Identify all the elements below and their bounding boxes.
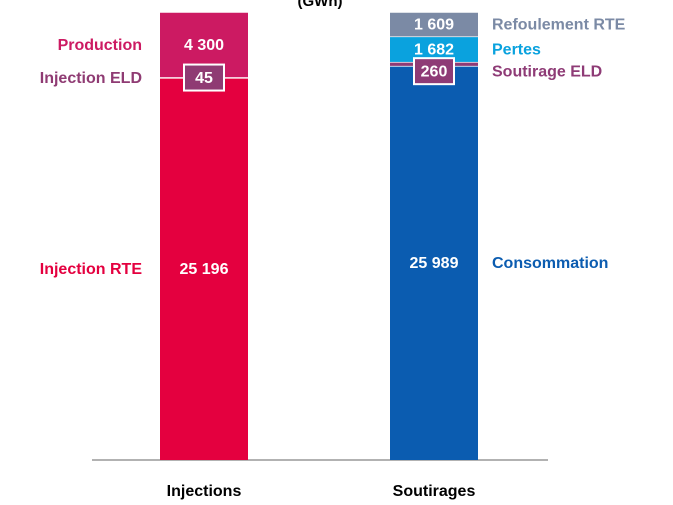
series-label: Production [58, 37, 142, 54]
value-label: 25 196 [180, 261, 229, 278]
series-label: Refoulement RTE [492, 16, 626, 33]
value-label: 1 682 [414, 41, 454, 58]
bar-segment [160, 77, 248, 461]
series-label: Soutirage ELD [492, 63, 602, 80]
value-label: 260 [421, 63, 448, 80]
series-label: Consommation [492, 255, 608, 272]
x-tick-label: Soutirages [393, 483, 476, 500]
value-label: 25 989 [410, 255, 459, 272]
bar-segment [390, 12, 478, 37]
series-label: Injection ELD [40, 70, 142, 87]
series-label: Pertes [492, 41, 541, 58]
series-label: Injection RTE [40, 261, 143, 278]
value-label: 4 300 [184, 37, 224, 54]
value-label: 1 609 [414, 16, 454, 33]
value-label-box [413, 57, 455, 86]
x-tick-label: Injections [167, 483, 242, 500]
chart-title: (GWh) [298, 0, 343, 10]
value-label-box [183, 63, 225, 92]
value-label: 45 [195, 70, 213, 87]
bar-segment [390, 65, 478, 460]
